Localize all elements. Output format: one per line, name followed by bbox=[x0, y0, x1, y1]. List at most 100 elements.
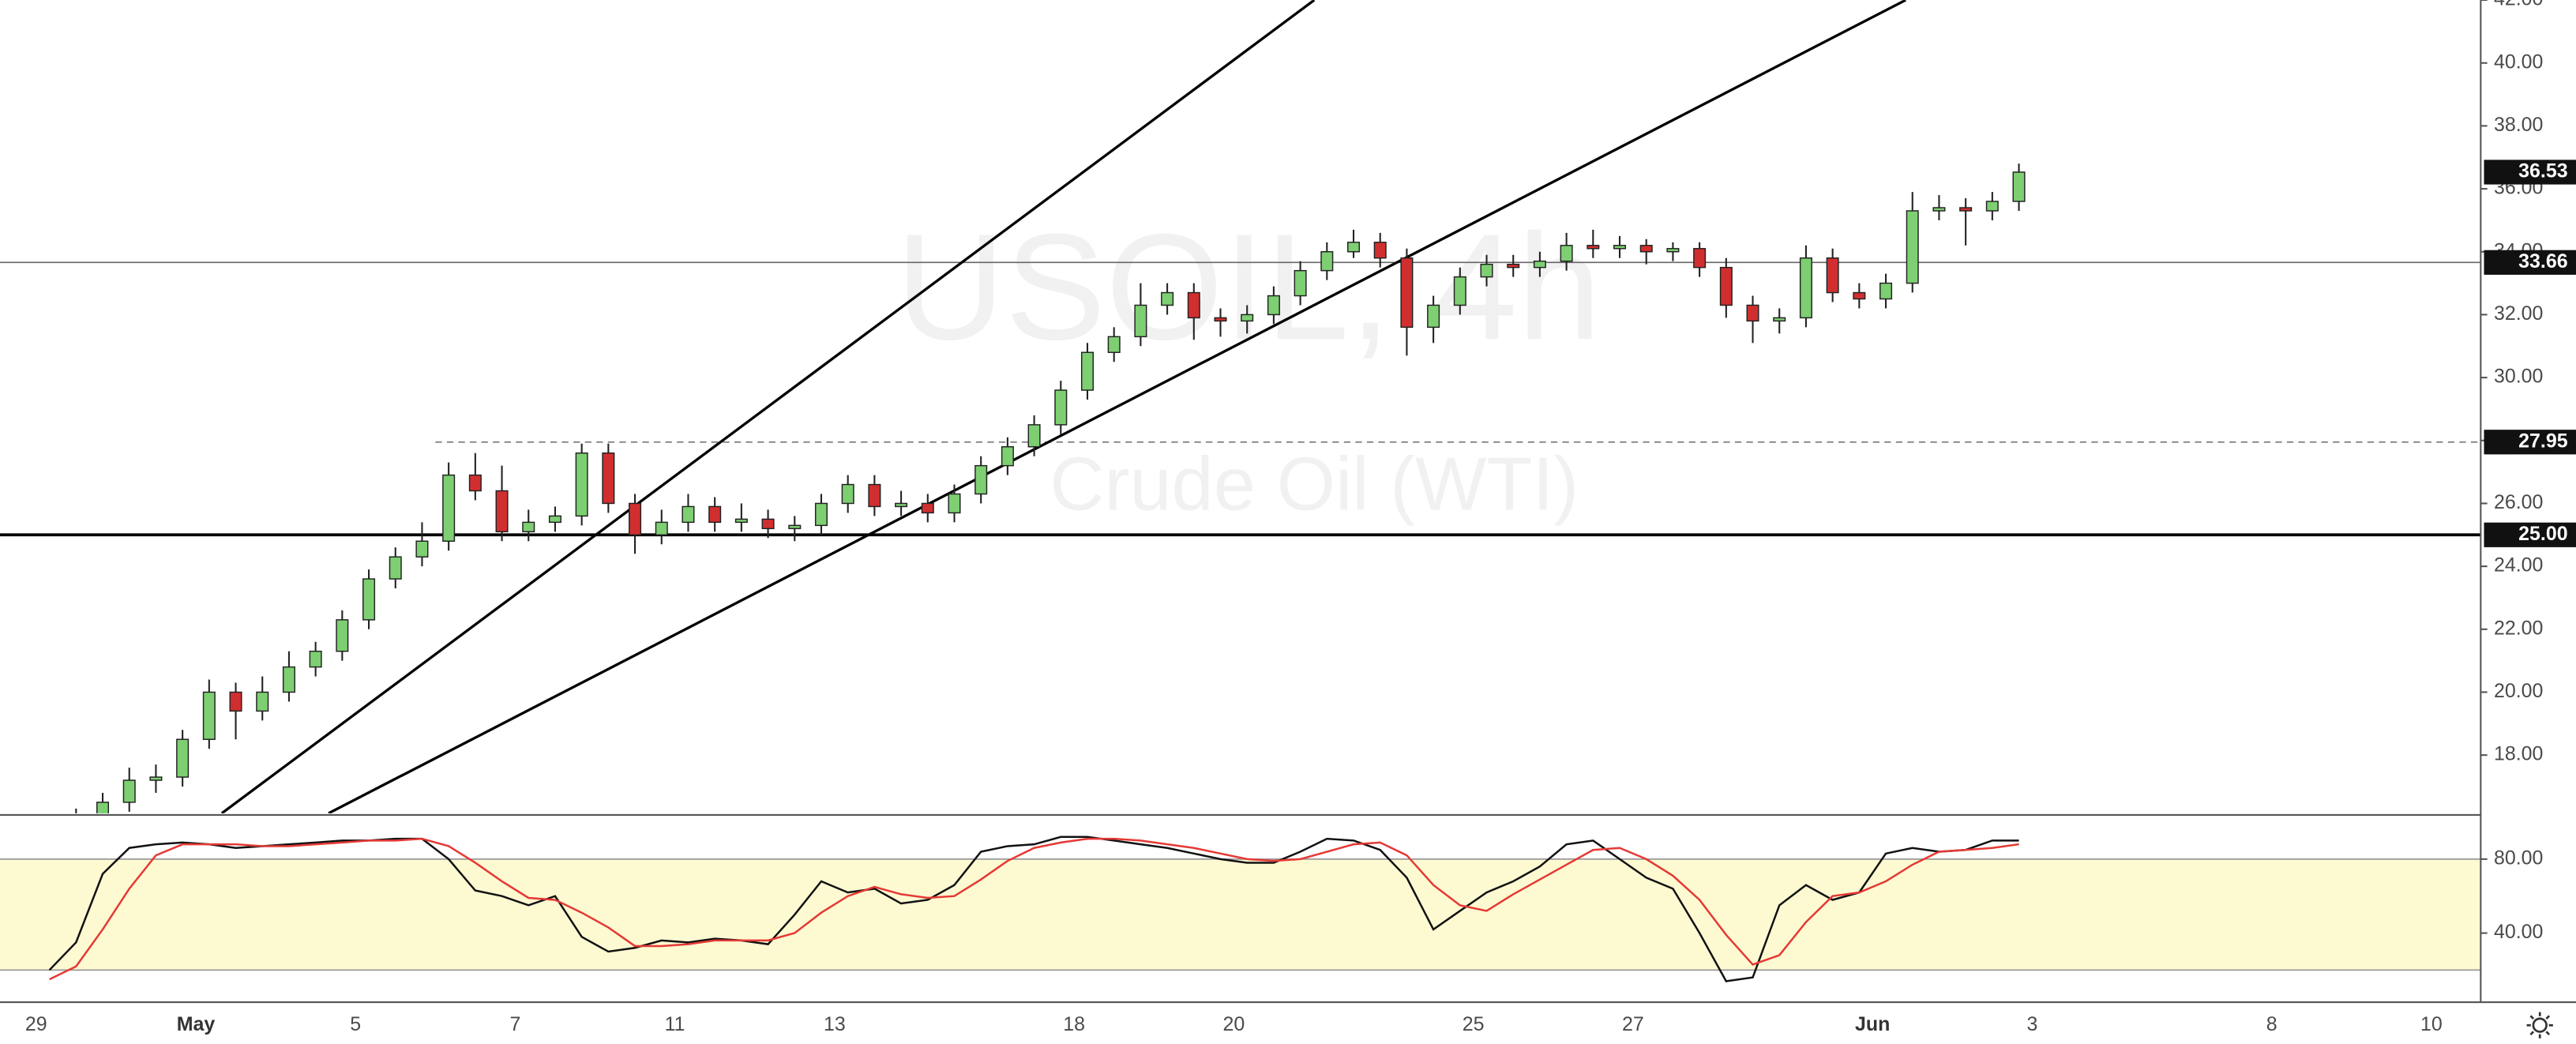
candle-body bbox=[548, 515, 561, 524]
trendlines bbox=[220, 0, 1906, 813]
x-tick-label: 5 bbox=[350, 1013, 361, 1035]
candle-body bbox=[1373, 242, 1387, 259]
candle-body bbox=[389, 556, 402, 580]
candle-body bbox=[1959, 207, 1973, 212]
x-tick-label: 10 bbox=[2420, 1013, 2443, 1035]
last-price-badge bbox=[2484, 160, 2576, 185]
candle-body bbox=[1639, 245, 1653, 253]
y-tick-label: 30.00 bbox=[2494, 366, 2543, 388]
candle-body bbox=[1054, 389, 1068, 426]
stoch-band bbox=[0, 858, 2481, 971]
candle-body bbox=[1346, 242, 1361, 253]
x-tick-label: 18 bbox=[1063, 1013, 1085, 1035]
candles-group bbox=[75, 163, 2026, 813]
candle-body bbox=[122, 779, 136, 803]
candle-body bbox=[1613, 245, 1627, 250]
candle-body bbox=[1799, 257, 1812, 319]
candle-body bbox=[1241, 314, 1254, 322]
x-tick-label: Jun bbox=[1855, 1013, 1890, 1035]
x-tick-label: 27 bbox=[1622, 1013, 1644, 1035]
candle-body bbox=[655, 521, 668, 536]
candle-body bbox=[309, 650, 322, 668]
y-tick-label: 20.00 bbox=[2494, 680, 2543, 702]
candle-body bbox=[1400, 257, 1414, 329]
candle-body bbox=[1985, 201, 1999, 212]
candle-body bbox=[442, 474, 456, 542]
candle-body bbox=[1932, 207, 1946, 212]
candle-body bbox=[629, 502, 642, 536]
y-tick-label: 80.00 bbox=[2494, 847, 2543, 869]
gear-teeth bbox=[2526, 1012, 2553, 1038]
candle-body bbox=[841, 483, 854, 505]
x-tick-label: 11 bbox=[665, 1013, 685, 1035]
last-price-label: 36.53 bbox=[2518, 160, 2567, 182]
candle-body bbox=[256, 691, 269, 712]
candle-body bbox=[1187, 291, 1200, 319]
candle-body bbox=[1480, 263, 1493, 278]
y-tick-label: 38.00 bbox=[2494, 114, 2543, 136]
watermark: USOIL, 4h bbox=[896, 202, 1602, 371]
candle-body bbox=[1560, 245, 1573, 262]
x-tick-label: 13 bbox=[824, 1013, 846, 1035]
price-level-badge bbox=[2484, 522, 2576, 547]
candle-body bbox=[602, 452, 615, 505]
y-tick-label: 42.00 bbox=[2494, 0, 2543, 10]
candle-body bbox=[1001, 446, 1014, 467]
x-tick-label: 20 bbox=[1222, 1013, 1245, 1035]
candle-body bbox=[1746, 304, 1759, 322]
watermark-group: USOIL, 4h Crude Oil (WTI) bbox=[896, 202, 1602, 526]
candle-body bbox=[1853, 291, 1866, 300]
settings-icon[interactable] bbox=[2526, 1012, 2553, 1038]
candle-body bbox=[149, 776, 163, 781]
y-tick-label: 18.00 bbox=[2494, 743, 2543, 765]
trendline bbox=[220, 0, 1316, 813]
y-tick-label: 26.00 bbox=[2494, 491, 2543, 513]
candle-body bbox=[336, 619, 349, 652]
candle-body bbox=[176, 738, 190, 778]
price-level-badge bbox=[2484, 250, 2576, 275]
y-tick-label: 40.00 bbox=[2494, 51, 2543, 73]
levels-group bbox=[0, 261, 2481, 537]
y-tick-label: 40.00 bbox=[2494, 921, 2543, 943]
x-tick-label: 29 bbox=[25, 1013, 47, 1035]
candle-body bbox=[1027, 424, 1041, 448]
candle-body bbox=[1773, 317, 1786, 322]
candle-body bbox=[1294, 269, 1307, 297]
candle-body bbox=[788, 524, 802, 530]
candle-body bbox=[734, 518, 748, 524]
candle-body bbox=[1107, 336, 1121, 353]
candle-body bbox=[1453, 276, 1466, 306]
candle-body bbox=[1507, 263, 1520, 269]
candle-body bbox=[96, 802, 110, 813]
candle-body bbox=[974, 464, 988, 495]
price-level-badge bbox=[2484, 430, 2576, 455]
stoch-band-group bbox=[0, 858, 2481, 971]
x-tick-label: 8 bbox=[2266, 1013, 2277, 1035]
x-tick-label: May bbox=[177, 1013, 216, 1035]
candle-body bbox=[202, 691, 216, 740]
candle-body bbox=[814, 502, 828, 527]
price-level-label: 33.66 bbox=[2518, 250, 2567, 272]
candle-body bbox=[1587, 245, 1600, 250]
candle-body bbox=[575, 452, 588, 517]
candle-body bbox=[2012, 171, 2026, 202]
stoch-line bbox=[49, 837, 2019, 981]
candle-body bbox=[468, 474, 482, 492]
candle-body bbox=[1161, 291, 1174, 306]
candle-body bbox=[1719, 266, 1733, 306]
candle-body bbox=[1080, 351, 1094, 391]
candle-body bbox=[1826, 257, 1839, 294]
trendline bbox=[328, 0, 1906, 813]
candle-body bbox=[1879, 282, 1893, 300]
candle-body bbox=[1320, 251, 1334, 272]
y-tick-label: 32.00 bbox=[2494, 302, 2543, 325]
price-level-label: 27.95 bbox=[2518, 430, 2568, 452]
candle-body bbox=[868, 483, 881, 508]
candle-body bbox=[1693, 248, 1707, 269]
candle-body bbox=[1134, 304, 1147, 338]
axes-group: 29 May 5 7 11 13 18 20 25 27 Jun 3 8 10 42.00 40.00 38.0… bbox=[25, 0, 2576, 1035]
candle-body bbox=[948, 493, 961, 514]
candle-body bbox=[1666, 248, 1680, 253]
y-tick-label: 24.00 bbox=[2494, 554, 2543, 576]
